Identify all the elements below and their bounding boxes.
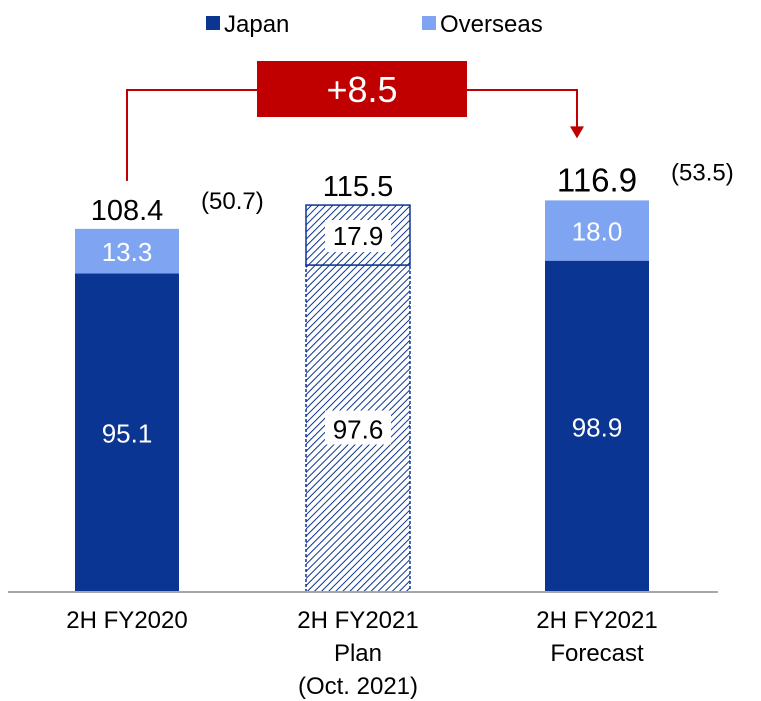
x-tick-label: (Oct. 2021)	[298, 673, 418, 700]
label-background	[325, 410, 391, 445]
bar-overseas	[545, 200, 649, 261]
legend-label: Japan	[224, 11, 289, 38]
total-label: 115.5	[323, 171, 393, 203]
total-label: 116.9	[557, 161, 637, 198]
legend-swatch	[206, 16, 220, 30]
data-label-overseas: 17.9	[333, 221, 384, 251]
x-tick-label: Plan	[334, 640, 382, 667]
x-tick-label: 2H FY2020	[66, 607, 187, 634]
data-label-japan: 97.6	[333, 415, 384, 445]
change-box	[257, 61, 467, 117]
arrow-head	[570, 126, 584, 139]
side-annotation: (50.7)	[201, 188, 264, 215]
change-annotation: +8.5	[126, 61, 584, 181]
legend-swatch	[422, 16, 436, 30]
data-label-japan: 98.9	[572, 412, 623, 442]
bar-japan	[75, 273, 179, 592]
x-tick-label: 2H FY2021	[536, 607, 657, 634]
legend: Japan Overseas	[206, 11, 543, 38]
bar-overseas	[75, 228, 179, 274]
total-label: 108.4	[91, 195, 164, 227]
bars: 95.1 13.3 108.4 (50.7) 97.6 17.9 115.5 98.9 18.0…	[75, 159, 734, 593]
bar-japan	[545, 260, 649, 592]
change-label: +8.5	[326, 69, 397, 110]
x-tick-label: 2H FY2021	[297, 607, 418, 634]
data-label-overseas: 18.0	[572, 217, 623, 247]
x-axis: 2H FY2020 2H FY2021 Plan (Oct. 2021) 2H FY20…	[8, 591, 718, 700]
side-annotation: (53.5)	[671, 159, 734, 186]
legend-label: Overseas	[440, 11, 543, 38]
label-background	[325, 220, 391, 253]
data-label-overseas: 13.3	[102, 237, 153, 267]
data-label-japan: 95.1	[102, 419, 153, 449]
x-tick-label: Forecast	[550, 640, 644, 667]
